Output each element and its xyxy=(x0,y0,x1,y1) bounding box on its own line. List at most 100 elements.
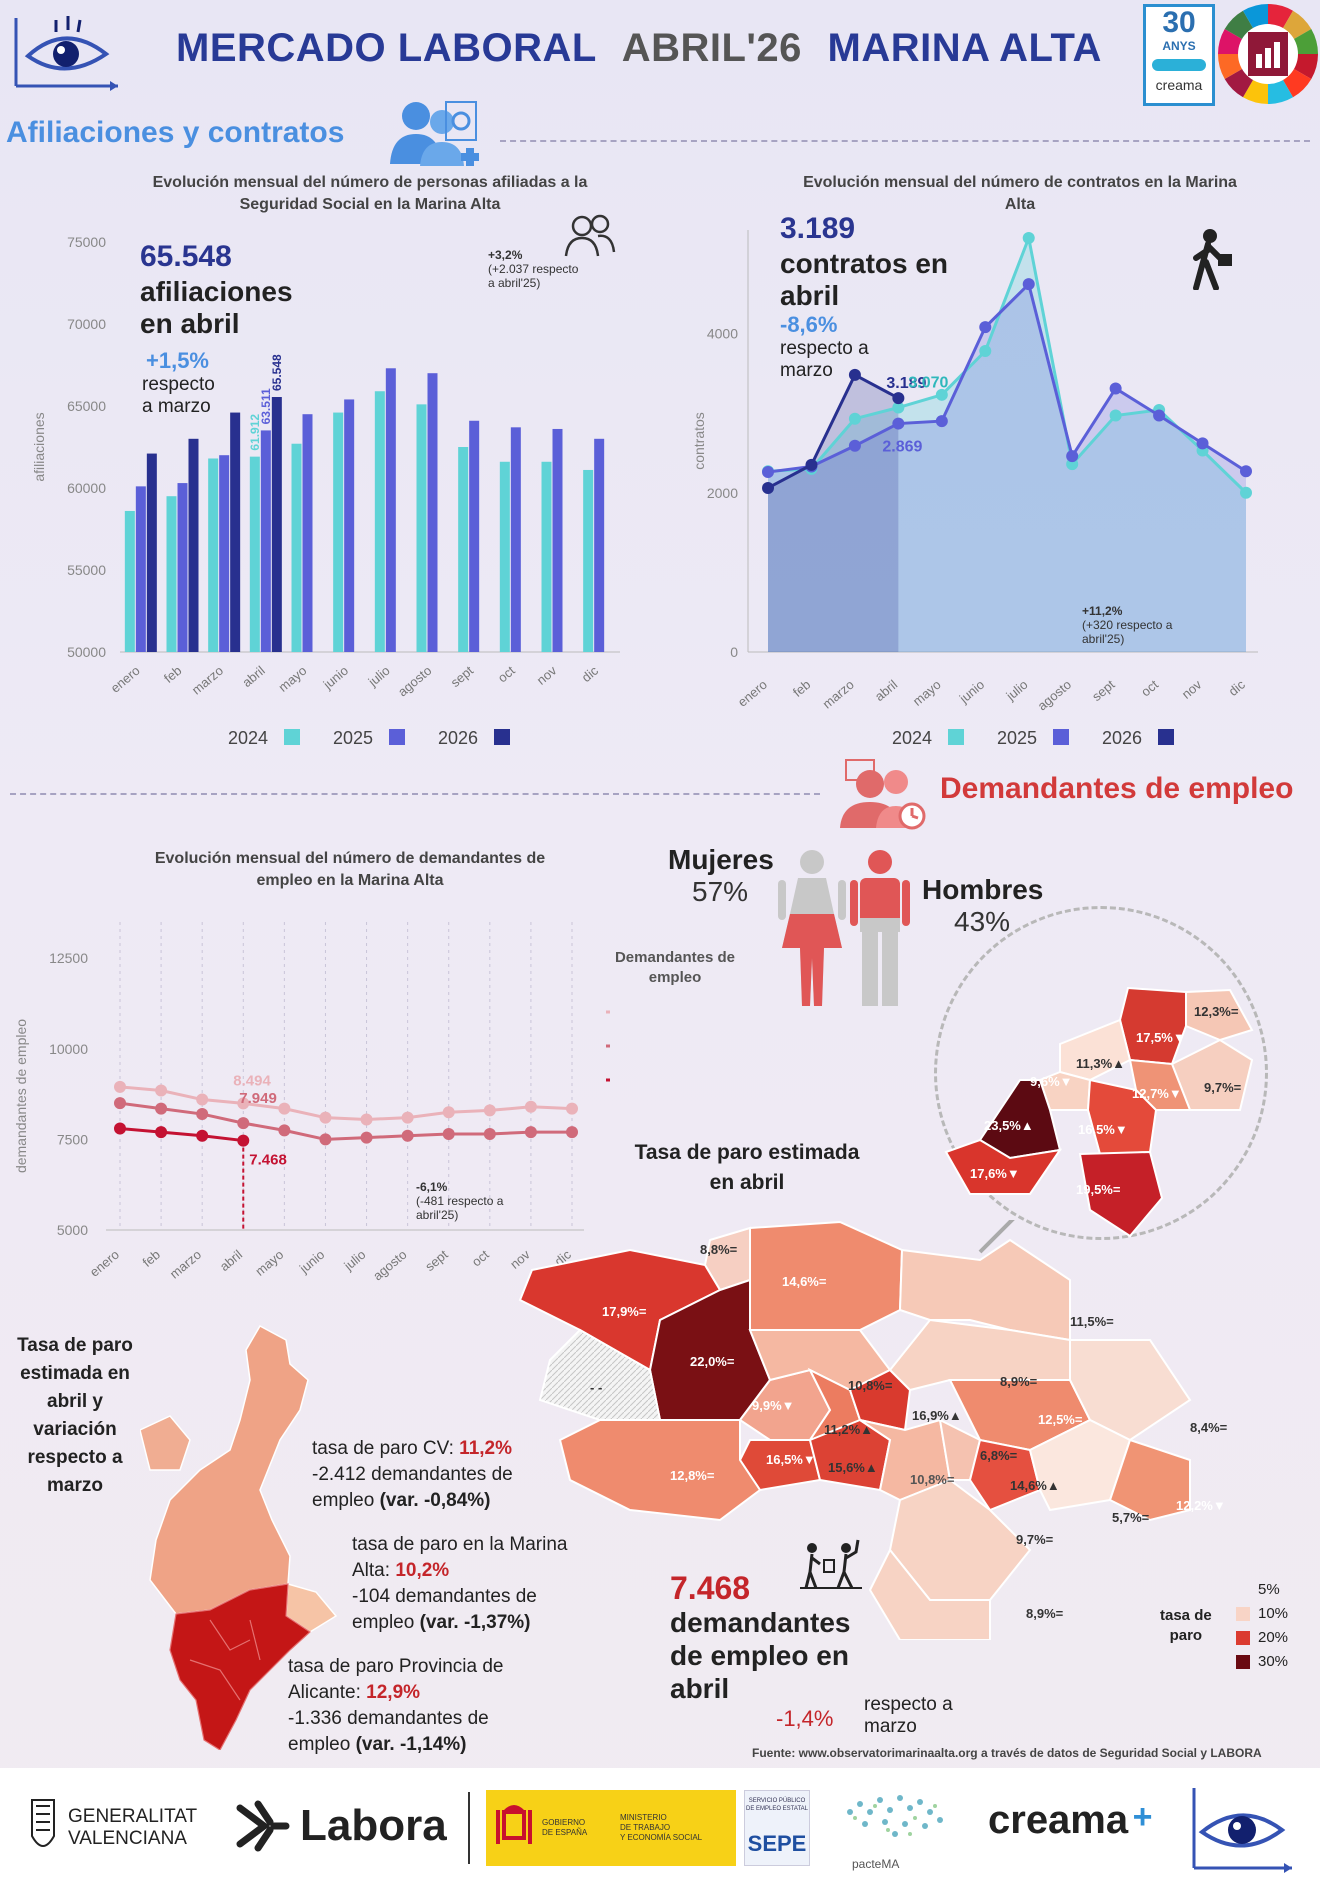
inset-muni-6 xyxy=(1128,1058,1192,1111)
y-tick-label: 65000 xyxy=(67,398,106,414)
gobierno-logo: GOBIERNO DE ESPAÑA MINISTERIO DE TRABAJO… xyxy=(486,1790,736,1866)
rate-legend-title1: tasa de xyxy=(1160,1607,1212,1624)
demand-title-line2: empleo en la Marina Alta xyxy=(256,872,444,889)
contracts-big-text2: abril xyxy=(780,280,840,311)
men-label: Hombres xyxy=(922,874,1044,905)
bar-2024 xyxy=(374,391,385,652)
map-label: 12,2%▼ xyxy=(1176,1498,1226,1513)
bar-2025 xyxy=(510,427,521,652)
inset-label: 17,6%▼ xyxy=(970,1166,1020,1181)
ma-rate-line1: tasa de paro en la Marina xyxy=(352,1534,568,1555)
line-2024 xyxy=(767,232,1248,494)
x-tick-label: abril xyxy=(217,1247,246,1274)
valencian-community-map xyxy=(140,1324,338,1750)
map-title: Tasa de paro estimada en abril xyxy=(612,1138,882,1198)
badge-brand: creama xyxy=(1155,77,1203,93)
point-2024 xyxy=(196,1093,209,1106)
y-axis-label: contratos xyxy=(691,412,707,470)
inset-muni-9 xyxy=(944,1138,1063,1195)
contracts-big-text1: contratos en xyxy=(780,248,949,279)
x-tick-label: sept xyxy=(448,663,477,691)
point-2024 xyxy=(892,401,905,414)
affil-big-text1: afiliaciones xyxy=(140,276,293,307)
map-label: 9,7%= xyxy=(1016,1532,1054,1547)
legend-swatch xyxy=(1158,729,1174,745)
point-2025 xyxy=(1240,465,1252,478)
bar-2025 xyxy=(177,483,188,652)
map-label: 6,8%= xyxy=(980,1448,1018,1463)
area-2025 xyxy=(768,284,1246,652)
map-municipalities xyxy=(518,1220,1192,1640)
y-tick-label: 75000 xyxy=(67,234,106,250)
bar-2025 xyxy=(469,420,480,652)
cv-title-line3: abril y xyxy=(47,1391,103,1412)
demand-chart: 5000 7500 10000 12500 demandantes de empleo 8… xyxy=(13,922,610,1284)
point-2026 xyxy=(114,1122,126,1135)
point-2026 xyxy=(196,1129,209,1142)
map-label: 10,8%= xyxy=(848,1378,893,1393)
rate-swatch-20 xyxy=(1236,1631,1250,1645)
affil-chart-title: Evolución mensual del número de personas… xyxy=(90,172,650,216)
data-label: 3.189 xyxy=(886,375,926,392)
map-label: 12,5%= xyxy=(1038,1412,1083,1427)
y-axis-label: afiliaciones xyxy=(31,412,47,481)
point-2024 xyxy=(1240,486,1252,499)
contracts-title-line2: Alta xyxy=(1004,196,1036,213)
legend-swatch xyxy=(284,729,300,745)
bar-2024 xyxy=(124,510,135,652)
x-tick-label: junio xyxy=(956,677,987,707)
inset-label: 9,6%▼ xyxy=(1030,1074,1073,1089)
jobseekers-summary-text: demandantes de empleo en abril xyxy=(670,1606,851,1705)
gob-line1: GOBIERNO xyxy=(542,1818,586,1827)
point-2025 xyxy=(1109,382,1122,395)
people-group-icon xyxy=(564,214,616,257)
map-label: 17,9%= xyxy=(602,1304,647,1319)
bar-2026 xyxy=(271,397,282,652)
walking-worker-icon xyxy=(1190,228,1236,291)
map-title-line2: en abril xyxy=(709,1171,785,1194)
gva-line2: VALENCIANA xyxy=(68,1828,187,1849)
sepe-small2: DE EMPLEO ESTATAL xyxy=(745,1806,808,1812)
pactema-dots-icon xyxy=(847,1795,943,1837)
map-label: 8,9%= xyxy=(1000,1374,1038,1389)
demand-chart-title: Evolución mensual del número de demandan… xyxy=(90,848,610,892)
legend-swatch xyxy=(948,729,964,745)
title-part2: ABRIL'26 xyxy=(621,26,802,70)
point-2025 xyxy=(1066,450,1079,463)
creama-text: creama xyxy=(988,1798,1129,1842)
x-tick-label: abril xyxy=(239,663,268,690)
legend-label: 2024 xyxy=(892,728,932,748)
legend-label: 2025 xyxy=(333,728,373,748)
map-label: 10,8%= xyxy=(910,1472,955,1487)
bar-2024 xyxy=(499,461,510,652)
point-2025 xyxy=(155,1102,168,1115)
women-pct: 57% xyxy=(692,876,749,907)
cv-title-line6: marzo xyxy=(47,1475,103,1496)
min-line1: MINISTERIO xyxy=(620,1813,667,1822)
data-label: 7.468 xyxy=(249,1152,287,1169)
x-tick-label: marzo xyxy=(189,663,226,698)
muni-10 xyxy=(738,1439,822,1492)
min-line3: Y ECONOMÍA SOCIAL xyxy=(620,1833,703,1842)
y-tick-label: 50000 xyxy=(67,644,106,660)
inset-muni-10 xyxy=(1078,1150,1164,1238)
legend-swatch xyxy=(1053,729,1069,745)
x-tick-label: oct xyxy=(469,1247,492,1270)
region-alicante xyxy=(169,1583,311,1750)
al-rate-line4b: (var. -1,14%) xyxy=(355,1734,467,1755)
al-rate-line1: tasa de paro Provincia de xyxy=(288,1656,504,1677)
line-2025 xyxy=(767,281,1247,474)
x-tick-label: agosto xyxy=(370,1247,410,1284)
bar-2024 xyxy=(541,461,552,652)
inset-muni-3 xyxy=(1059,1018,1132,1082)
point-2024 xyxy=(979,345,992,358)
creama-30-badge: 30 ANYS creama xyxy=(1143,4,1215,106)
map-labels: 8,8%= 14,6%= 17,9%= 22,0%= - - 9,9%▼ 10,… xyxy=(590,1242,1228,1621)
x-tick-label: abril xyxy=(872,677,901,704)
legend-label: 2026 xyxy=(438,728,478,748)
point-2024 xyxy=(848,412,861,425)
map-label: 16,5%▼ xyxy=(766,1452,816,1467)
demand-note-line3: abril'25) xyxy=(416,1208,459,1222)
x-tick-label: oct xyxy=(495,663,518,686)
rate-swatch-10 xyxy=(1236,1607,1250,1621)
